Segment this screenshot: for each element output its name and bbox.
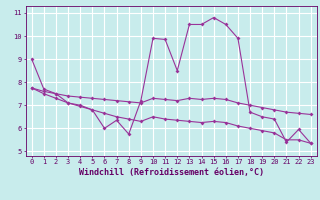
X-axis label: Windchill (Refroidissement éolien,°C): Windchill (Refroidissement éolien,°C) xyxy=(79,168,264,177)
